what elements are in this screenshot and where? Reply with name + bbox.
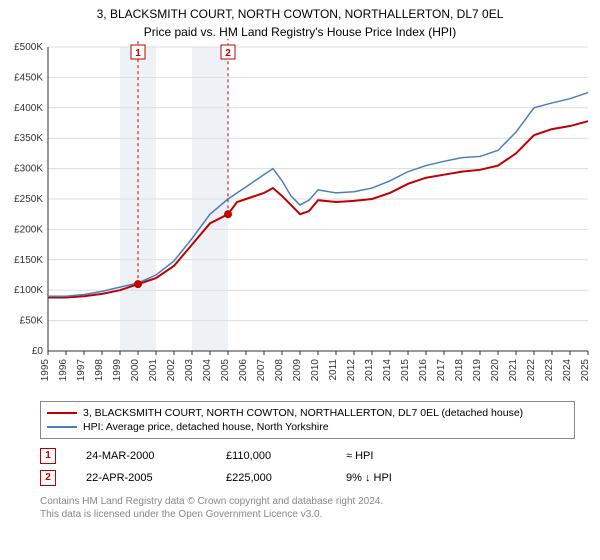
svg-text:2012: 2012 bbox=[346, 358, 357, 381]
svg-text:£200K: £200K bbox=[14, 224, 43, 235]
svg-text:1: 1 bbox=[135, 48, 141, 59]
svg-text:2001: 2001 bbox=[148, 358, 159, 381]
transaction-note: 9% ↓ HPI bbox=[346, 472, 392, 484]
chart-container: 3, BLACKSMITH COURT, NORTH COWTON, NORTH… bbox=[0, 0, 600, 560]
transaction-marker: 1 bbox=[40, 448, 56, 464]
legend: 3, BLACKSMITH COURT, NORTH COWTON, NORTH… bbox=[40, 401, 575, 439]
svg-text:2020: 2020 bbox=[490, 358, 501, 381]
transaction-marker: 2 bbox=[40, 470, 56, 486]
transaction-list: 1 24-MAR-2000 £110,000 ≈ HPI 2 22-APR-2005 £22… bbox=[40, 445, 575, 489]
svg-text:2015: 2015 bbox=[400, 358, 411, 381]
legend-row-1: 3, BLACKSMITH COURT, NORTH COWTON, NORTH… bbox=[47, 406, 568, 420]
svg-text:2007: 2007 bbox=[256, 358, 267, 381]
svg-text:2022: 2022 bbox=[526, 358, 537, 381]
svg-text:2023: 2023 bbox=[544, 358, 555, 381]
transaction-row: 1 24-MAR-2000 £110,000 ≈ HPI bbox=[40, 445, 575, 467]
svg-text:2: 2 bbox=[225, 48, 231, 59]
svg-text:1998: 1998 bbox=[94, 358, 105, 381]
svg-text:1996: 1996 bbox=[58, 358, 69, 381]
svg-text:2008: 2008 bbox=[274, 358, 285, 381]
chart-title: 3, BLACKSMITH COURT, NORTH COWTON, NORTH… bbox=[0, 0, 600, 23]
svg-text:£450K: £450K bbox=[14, 72, 43, 83]
svg-text:2010: 2010 bbox=[310, 358, 321, 381]
svg-text:£50K: £50K bbox=[20, 315, 44, 326]
legend-swatch-2 bbox=[47, 426, 77, 428]
transaction-price: £110,000 bbox=[226, 450, 316, 462]
svg-text:2014: 2014 bbox=[382, 358, 393, 381]
svg-text:2009: 2009 bbox=[292, 358, 303, 381]
legend-label-1: 3, BLACKSMITH COURT, NORTH COWTON, NORTH… bbox=[83, 407, 523, 419]
footer-line-1: Contains HM Land Registry data © Crown c… bbox=[40, 495, 575, 508]
svg-text:1995: 1995 bbox=[40, 358, 51, 381]
chart-subtitle: Price paid vs. HM Land Registry's House … bbox=[0, 23, 600, 39]
svg-text:£300K: £300K bbox=[14, 163, 43, 174]
svg-text:£100K: £100K bbox=[14, 285, 43, 296]
legend-row-2: HPI: Average price, detached house, Nort… bbox=[47, 420, 568, 434]
svg-text:2005: 2005 bbox=[220, 358, 231, 381]
svg-text:2013: 2013 bbox=[364, 358, 375, 381]
line-chart: £0 £50K £100K £150K £200K £250K £300K £350K £400… bbox=[0, 39, 600, 399]
svg-text:2018: 2018 bbox=[454, 358, 465, 381]
svg-text:2025: 2025 bbox=[580, 358, 591, 381]
svg-text:2021: 2021 bbox=[508, 358, 519, 381]
svg-text:2019: 2019 bbox=[472, 358, 483, 381]
svg-text:2016: 2016 bbox=[418, 358, 429, 381]
svg-text:1997: 1997 bbox=[76, 358, 87, 381]
svg-text:2006: 2006 bbox=[238, 358, 249, 381]
svg-text:2003: 2003 bbox=[184, 358, 195, 381]
svg-text:2000: 2000 bbox=[130, 358, 141, 381]
transaction-row: 2 22-APR-2005 £225,000 9% ↓ HPI bbox=[40, 467, 575, 489]
svg-text:2017: 2017 bbox=[436, 358, 447, 381]
svg-text:£350K: £350K bbox=[14, 133, 43, 144]
transaction-date: 24-MAR-2000 bbox=[86, 450, 196, 462]
transaction-price: £225,000 bbox=[226, 472, 316, 484]
svg-text:£250K: £250K bbox=[14, 194, 43, 205]
legend-swatch-1 bbox=[47, 412, 77, 414]
legend-label-2: HPI: Average price, detached house, Nort… bbox=[83, 421, 329, 433]
svg-text:£0: £0 bbox=[32, 346, 44, 357]
transaction-date: 22-APR-2005 bbox=[86, 472, 196, 484]
footer: Contains HM Land Registry data © Crown c… bbox=[40, 495, 575, 521]
svg-text:£400K: £400K bbox=[14, 103, 43, 114]
transaction-note: ≈ HPI bbox=[346, 450, 373, 462]
svg-text:£150K: £150K bbox=[14, 255, 43, 266]
svg-text:2011: 2011 bbox=[328, 358, 339, 380]
svg-text:2024: 2024 bbox=[562, 358, 573, 381]
svg-text:2002: 2002 bbox=[166, 358, 177, 381]
svg-text:£500K: £500K bbox=[14, 42, 43, 53]
svg-text:1999: 1999 bbox=[112, 358, 123, 381]
footer-line-2: This data is licensed under the Open Gov… bbox=[40, 508, 575, 521]
svg-text:2004: 2004 bbox=[202, 358, 213, 381]
